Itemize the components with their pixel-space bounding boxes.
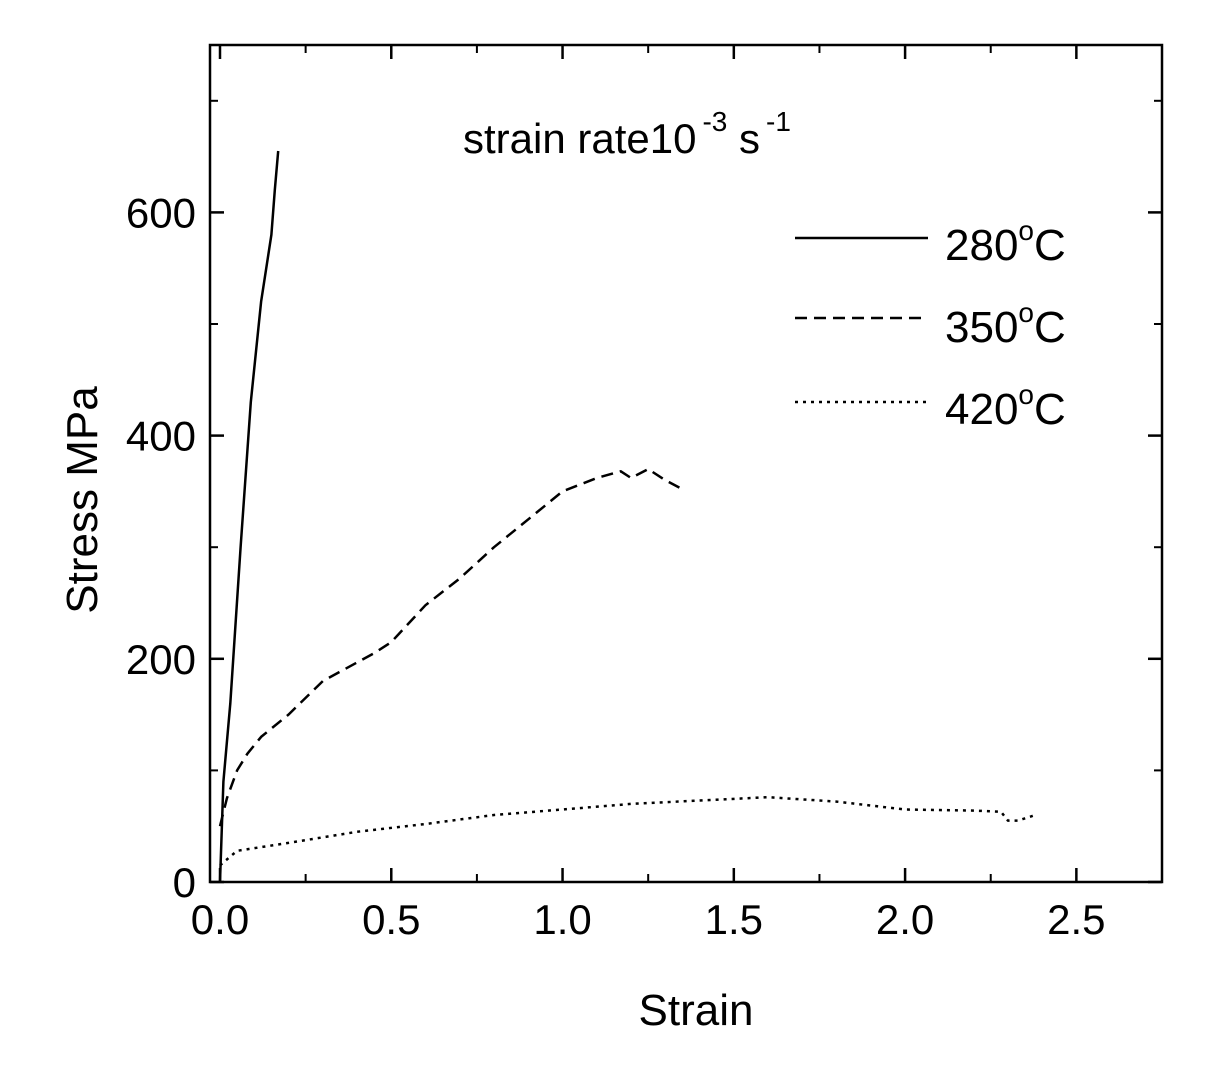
y-tick-labels: 0 200 400 600 <box>126 189 196 906</box>
x-tick-label: 0.5 <box>362 896 420 943</box>
series-line-420 <box>219 795 1036 867</box>
x-tick-label: 1.0 <box>533 896 591 943</box>
legend: 280oC 350oC 420oC <box>795 215 1066 434</box>
legend-350-degree: o <box>1018 297 1034 328</box>
x-axis-title: Strain <box>639 986 754 1035</box>
legend-label-350: 350oC <box>945 297 1066 352</box>
x-tick-label: 0.0 <box>191 896 249 943</box>
legend-label-280: 280oC <box>945 215 1066 270</box>
x-tick-labels: 0.0 0.5 1.0 1.5 2.0 2.5 <box>191 896 1106 943</box>
legend-280-value: 280 <box>945 221 1018 270</box>
axis-ticks <box>210 45 1163 884</box>
y-tick-label: 400 <box>126 413 196 460</box>
legend-350-value: 350 <box>945 303 1018 352</box>
y-tick-label: 600 <box>126 189 196 236</box>
annotation-text: strain rate10 <box>463 115 696 162</box>
legend-420-value: 420 <box>945 385 1018 434</box>
annotation-exponent-1: -3 <box>702 106 727 137</box>
legend-420-degree: o <box>1018 379 1034 410</box>
legend-350-unit: C <box>1034 303 1066 352</box>
legend-label-420: 420oC <box>945 379 1066 434</box>
x-tick-label: 1.5 <box>705 896 763 943</box>
x-tick-label: 2.0 <box>876 896 934 943</box>
annotation-exponent-2: -1 <box>766 106 791 137</box>
legend-280-unit: C <box>1034 221 1066 270</box>
y-axis-title: Stress MPa <box>58 386 107 614</box>
x-tick-label: 2.5 <box>1047 896 1105 943</box>
legend-280-degree: o <box>1018 215 1034 246</box>
annotation-unit: s <box>727 115 760 162</box>
series-lines <box>218 150 1036 883</box>
series-line-350 <box>218 467 683 827</box>
strain-rate-annotation: strain rate10 -3 s -1 <box>463 106 791 162</box>
y-tick-label: 0 <box>173 859 196 906</box>
y-tick-label: 200 <box>126 636 196 683</box>
plot-frame <box>208 43 1164 884</box>
series-line-280 <box>218 150 280 883</box>
legend-420-unit: C <box>1034 385 1066 434</box>
